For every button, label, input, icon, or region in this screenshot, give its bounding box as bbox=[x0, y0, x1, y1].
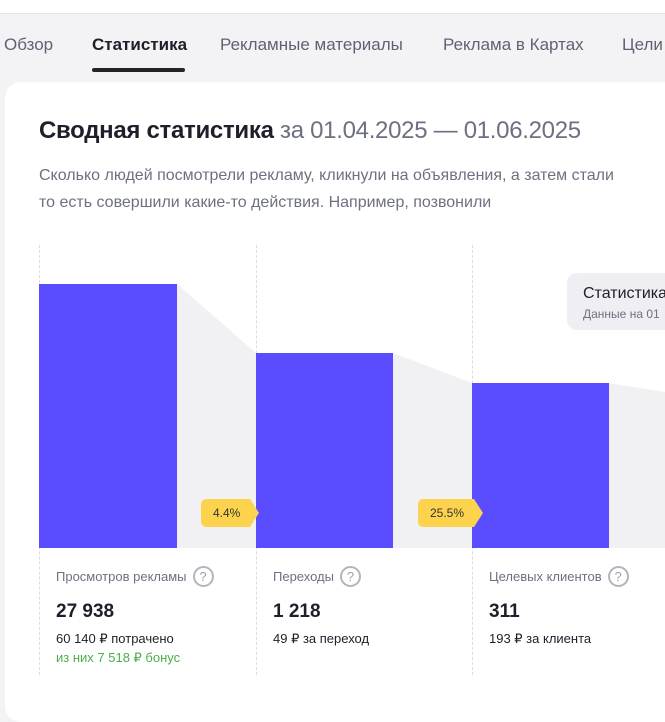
question-circle-icon[interactable]: ? bbox=[607, 566, 629, 587]
connector bbox=[177, 284, 256, 548]
top-band bbox=[0, 0, 665, 14]
tab-goals[interactable]: Цели bbox=[622, 35, 663, 54]
conversion-badge: 25.5% bbox=[418, 499, 484, 527]
page-title: Сводная статистика за 01.04.2025 — 01.06… bbox=[39, 117, 581, 145]
tab-maps-ads[interactable]: Реклама в Картах bbox=[443, 35, 584, 54]
metric-label: Переходы bbox=[273, 569, 334, 584]
metric-clients: Целевых клиентов? 311 193 ₽ за клиента bbox=[489, 566, 629, 647]
funnel-bar-clients bbox=[472, 383, 609, 548]
date-range: за 01.04.2025 — 01.06.2025 bbox=[280, 117, 581, 144]
conversion-badge: 4.4% bbox=[201, 499, 260, 527]
funnel-bar-clicks bbox=[256, 353, 393, 548]
tooltip-title: Статистика bbox=[583, 285, 665, 302]
subtitle-line: то есть совершили какие-то действия. Нап… bbox=[39, 194, 492, 211]
metric-views: Просмотров рекламы? 27 938 60 140 ₽ потр… bbox=[56, 566, 214, 666]
tab-overview[interactable]: Обзор bbox=[4, 35, 54, 54]
bonus-note: из них 7 518 ₽ бонус bbox=[56, 650, 181, 665]
title-text: Сводная статистика bbox=[39, 117, 274, 144]
metric-note: 60 140 ₽ потрачено bbox=[56, 631, 174, 646]
question-circle-icon[interactable]: ? bbox=[192, 566, 214, 587]
metric-value: 1 218 bbox=[273, 601, 321, 622]
subtitle-line: Сколько людей посмотрели рекламу, кликну… bbox=[39, 167, 614, 184]
funnel-bar-views bbox=[39, 284, 177, 548]
metric-value: 27 938 bbox=[56, 601, 115, 622]
active-tab-indicator bbox=[92, 68, 185, 72]
metric-label: Целевых клиентов bbox=[489, 569, 602, 584]
statistics-tooltip: Статистика Данные на 01 bbox=[567, 273, 665, 330]
metric-clicks: Переходы? 1 218 49 ₽ за переход bbox=[273, 566, 369, 647]
metric-value: 311 bbox=[489, 601, 520, 622]
subtitle: Сколько людей посмотрели рекламу, кликну… bbox=[39, 162, 614, 216]
tab-statistics[interactable]: Статистика bbox=[92, 35, 188, 54]
tab-bar: Обзор Статистика Рекламные материалы Рек… bbox=[0, 14, 665, 84]
connector bbox=[609, 383, 665, 548]
metric-note: 193 ₽ за клиента bbox=[489, 631, 592, 646]
tooltip-note: Данные на 01 bbox=[583, 307, 660, 321]
metric-label: Просмотров рекламы bbox=[56, 569, 187, 584]
question-circle-icon[interactable]: ? bbox=[339, 566, 361, 587]
tab-ad-materials[interactable]: Рекламные материалы bbox=[220, 35, 403, 54]
metric-note: 49 ₽ за переход bbox=[273, 631, 370, 646]
